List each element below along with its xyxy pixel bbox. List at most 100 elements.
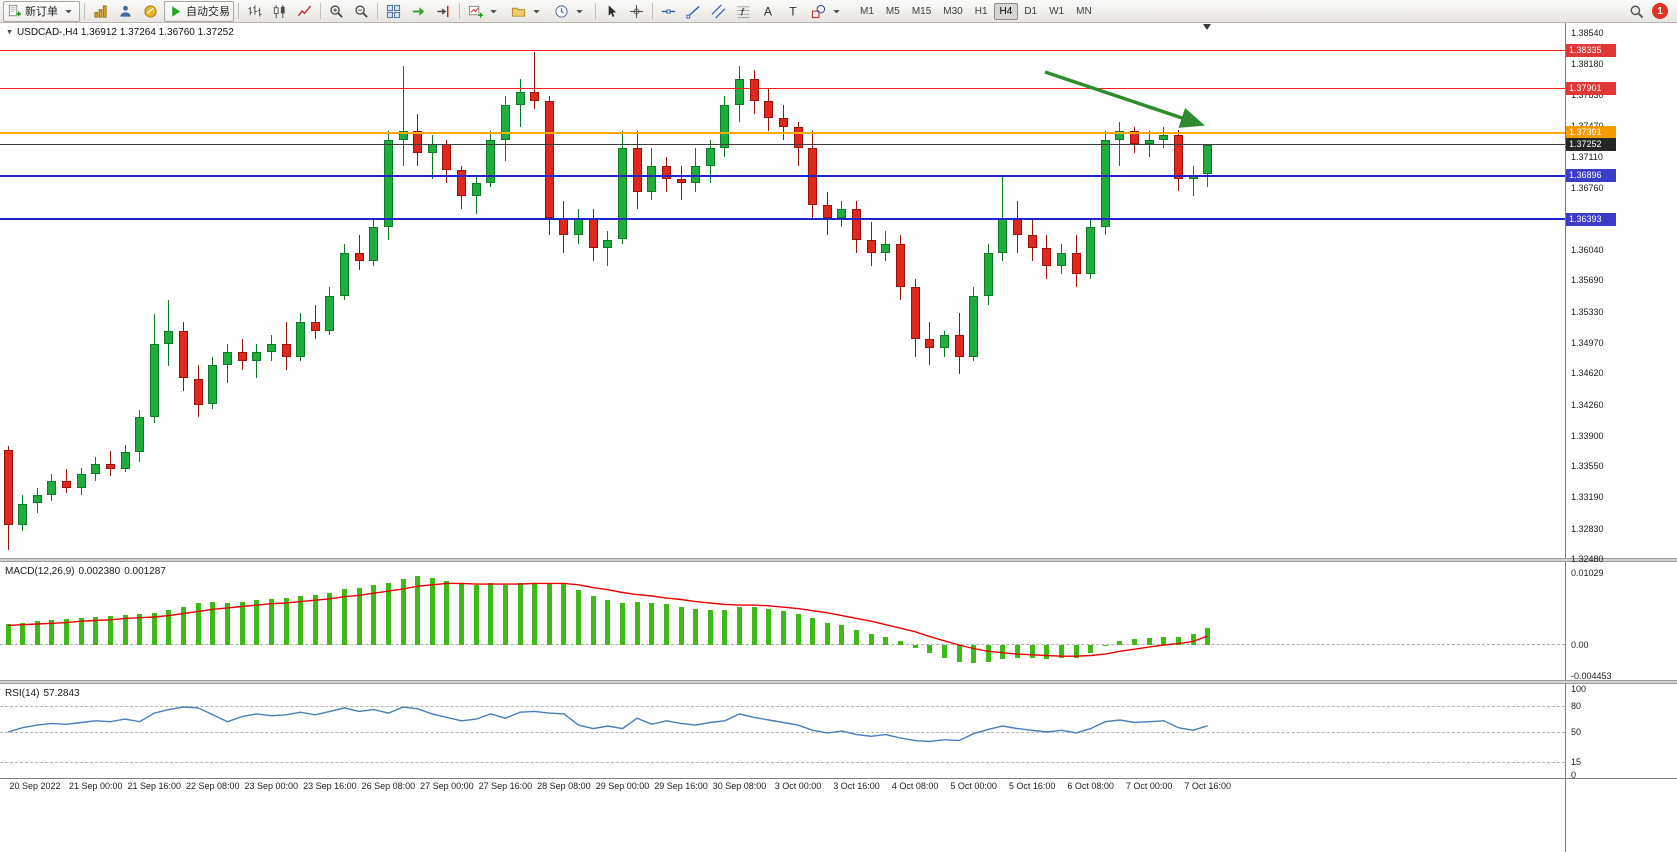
bars-chart-button[interactable] (243, 1, 266, 22)
candle-body (266, 343, 276, 353)
candle-body (442, 144, 452, 171)
macd-histogram-bar (488, 583, 494, 645)
macd-histogram-bar (663, 604, 669, 645)
zoom-in-button[interactable] (325, 1, 348, 22)
macd-histogram-bar (239, 601, 245, 645)
timeframe-m30[interactable]: M30 (943, 5, 963, 17)
candle-body (705, 148, 715, 166)
candle-body (1071, 252, 1081, 275)
timeframe-m1[interactable]: M1 (860, 5, 874, 17)
candle-body (837, 209, 847, 218)
chart-expand-icon[interactable]: ▼ (6, 29, 13, 36)
price-axis-label: 1.35330 (1571, 306, 1604, 317)
candle-body (939, 335, 949, 349)
timeframe-mn[interactable]: MN (1076, 5, 1092, 17)
candle-wick (431, 135, 433, 179)
time-axis-label: 21 Sep 16:00 (127, 781, 182, 791)
macd-histogram-bar (1015, 645, 1020, 658)
time-axis-label: 5 Oct 16:00 (1008, 781, 1056, 791)
rsi-scale-label: 100 (1571, 684, 1587, 694)
candle-body (369, 226, 379, 262)
chart-shift-marker (1203, 24, 1211, 30)
new-order-button[interactable]: 新订单 (3, 0, 80, 22)
macd-histogram-bar (1073, 645, 1079, 658)
time-axis-label: 27 Sep 16:00 (478, 781, 533, 791)
trendline-button[interactable] (682, 1, 705, 22)
period-button[interactable] (550, 1, 591, 22)
tile-windows-icon (386, 4, 401, 18)
line-chart-button[interactable] (293, 1, 316, 22)
auto-scroll-button[interactable] (407, 1, 430, 22)
crosshair-button[interactable] (625, 1, 648, 22)
horizontal-line-button[interactable] (657, 1, 680, 22)
price-axis-label: 1.38540 (1571, 28, 1604, 38)
candle-wick (1192, 165, 1194, 197)
macd-histogram-bar (737, 606, 742, 645)
timeframe-d1[interactable]: D1 (1024, 5, 1038, 17)
fibonacci-button[interactable]: f (732, 1, 755, 22)
candle-body (661, 165, 671, 179)
bid-price-line[interactable] (0, 144, 1565, 146)
timeframe-h4[interactable]: H4 (993, 2, 1019, 20)
timeframe-h1[interactable]: H1 (974, 5, 988, 17)
resistance-line-2[interactable] (0, 88, 1565, 89)
shapes-button[interactable] (807, 1, 848, 22)
label-button[interactable]: T (782, 1, 805, 22)
macd-histogram-bar (5, 624, 11, 645)
candle-body (105, 463, 115, 469)
timeframe-m5[interactable]: M5 (885, 5, 900, 17)
pane-splitter[interactable] (0, 558, 1677, 562)
macd-histogram-bar (502, 584, 508, 645)
candle-body (1144, 139, 1154, 145)
price-badge: 1.36896 (1566, 169, 1616, 183)
candle-body (1042, 248, 1052, 266)
pivot-line[interactable] (0, 131, 1565, 134)
auto-trading-button[interactable]: 自动交易 (164, 0, 234, 22)
candle-body (237, 352, 247, 362)
search-button[interactable] (1625, 1, 1648, 22)
macd-histogram-bar (210, 601, 216, 645)
macd-histogram-bar (722, 610, 728, 645)
candles-chart-button[interactable] (268, 1, 291, 22)
text-button[interactable]: A (757, 1, 780, 22)
macd-histogram-bar (605, 599, 611, 645)
price-axis[interactable] (1565, 23, 1677, 852)
chart-shift-button[interactable] (432, 1, 455, 22)
price-pane[interactable] (0, 23, 1565, 558)
tile-windows-button[interactable] (382, 1, 405, 22)
macd-histogram-bar (897, 640, 903, 645)
macd-indicator-label: MACD(12,26,9) 0.002380 0.001287 (5, 566, 170, 577)
search-icon (1630, 5, 1644, 18)
macd-histogram-bar (298, 596, 304, 645)
candle-body (852, 209, 861, 240)
support-line-1[interactable] (0, 174, 1565, 177)
market-watch-button[interactable] (114, 1, 137, 22)
macd-main-value: 0.002380 (78, 566, 121, 577)
macd-histogram-bar (166, 610, 172, 645)
candle-body (1100, 139, 1110, 227)
timeframe-w1[interactable]: W1 (1049, 5, 1065, 17)
macd-histogram-bar (122, 614, 128, 645)
channel-button[interactable] (707, 1, 730, 22)
time-axis-label: 20 Sep 2022 (9, 781, 61, 791)
pane-splitter[interactable] (0, 680, 1677, 684)
charts-icon (94, 4, 107, 18)
notification-badge[interactable]: 1 (1652, 3, 1668, 19)
charts-button[interactable] (89, 1, 112, 22)
macd-histogram-bar (327, 593, 333, 645)
resistance-line-1[interactable] (0, 50, 1565, 52)
support-line-2[interactable] (0, 218, 1565, 221)
new-chart-button[interactable] (464, 1, 505, 22)
profiles-button[interactable] (507, 1, 548, 22)
macd-histogram-bar (1161, 636, 1167, 645)
community-button[interactable] (139, 1, 162, 22)
macd-histogram-bar (590, 596, 596, 645)
cursor-button[interactable] (600, 1, 623, 22)
zoom-out-button[interactable] (350, 1, 373, 22)
rsi-pane[interactable] (0, 684, 1565, 778)
candle-body (413, 131, 423, 153)
timeframe-m15[interactable]: M15 (911, 5, 932, 17)
macd-scale-label: 0.01029 (1571, 568, 1604, 578)
macd-histogram-bar (649, 603, 655, 645)
